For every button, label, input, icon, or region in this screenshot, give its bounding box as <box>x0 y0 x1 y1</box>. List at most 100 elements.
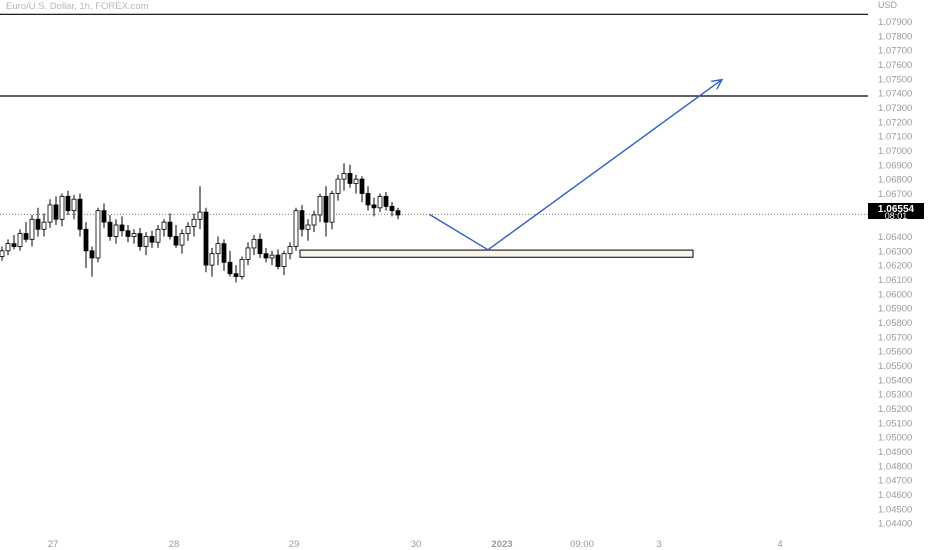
candle-body <box>179 233 185 246</box>
price-tick-label: 1.05500 <box>878 361 912 372</box>
price-tick-label: 1.05800 <box>878 318 912 329</box>
symbol-title[interactable]: Euro/U.S. Dollar, 1h, FOREX.com <box>6 1 149 12</box>
time-tick-label: 2023 <box>491 539 512 550</box>
candle-body <box>191 218 197 227</box>
price-tick-label: 1.07800 <box>878 31 912 42</box>
time-tick-label: 27 <box>48 539 59 550</box>
candles-layer <box>0 163 401 283</box>
candle-body <box>0 250 5 257</box>
candle-body <box>17 233 23 247</box>
candle-body <box>233 273 239 278</box>
candle-body <box>395 210 401 216</box>
price-tick-label: 1.07300 <box>878 103 912 114</box>
candle-body <box>257 238 263 255</box>
price-tick-label: 1.07700 <box>878 46 912 57</box>
price-tick-label: 1.05900 <box>878 304 912 315</box>
level-lines-layer <box>0 13 868 215</box>
candle-body <box>5 243 11 252</box>
price-tick-label: 1.06900 <box>878 160 912 171</box>
candle-body <box>329 193 335 223</box>
candle-body <box>353 178 359 184</box>
price-tick-label: 1.07000 <box>878 146 912 157</box>
price-tick-label: 1.04900 <box>878 447 912 458</box>
time-tick-label: 29 <box>289 539 300 550</box>
candle-body <box>143 236 149 247</box>
candle-body <box>311 214 317 226</box>
candle-body <box>149 236 155 243</box>
demand-zone-rect <box>299 249 694 258</box>
candle-body <box>95 210 101 259</box>
candle-body <box>77 198 83 230</box>
candle-body <box>263 253 269 259</box>
last-price-value: 1.06554 <box>878 204 915 215</box>
price-tick-label: 1.04700 <box>878 476 912 487</box>
candle-body <box>89 250 95 259</box>
candle-body <box>197 211 203 220</box>
price-tick-label: 1.06000 <box>878 289 912 300</box>
candle-body <box>113 224 119 237</box>
price-axis-unit: USD <box>878 0 898 10</box>
candle-body <box>11 243 17 247</box>
candle-body <box>317 195 323 216</box>
candle-body <box>137 233 143 247</box>
candle-body <box>221 243 227 263</box>
candle-body <box>125 230 131 237</box>
candle-body <box>389 205 395 212</box>
candle-body <box>185 226 191 235</box>
candle-body <box>269 254 275 259</box>
price-tick-label: 1.05200 <box>878 404 912 415</box>
price-tick-label: 1.06800 <box>878 175 912 186</box>
candle-body <box>335 178 341 194</box>
time-tick-label: 30 <box>411 539 422 550</box>
candle-body <box>29 218 35 240</box>
time-tick-label: 4 <box>777 539 782 550</box>
candle-body <box>347 172 353 184</box>
candle-body <box>365 193 371 206</box>
time-axis[interactable]: 27 28 29 30 2023 09:00 3 4 <box>48 539 783 550</box>
candle-body <box>251 238 257 249</box>
candle-body <box>59 195 65 220</box>
projection-arrowhead <box>711 78 724 90</box>
candle-body <box>173 236 179 246</box>
price-tick-label: 1.06700 <box>878 189 912 200</box>
price-tick-label: 1.04400 <box>878 519 912 530</box>
candle-body <box>131 233 137 237</box>
candle-body <box>281 253 287 267</box>
candle-body <box>239 258 245 277</box>
candle-body <box>245 247 251 260</box>
candle-body <box>53 204 59 220</box>
price-tick-label: 1.04500 <box>878 504 912 515</box>
price-axis[interactable]: USD 1.07900 1.07800 1.07700 1.07600 1.07500 1… <box>878 0 912 530</box>
candle-body <box>209 253 215 266</box>
price-tick-label: 1.05100 <box>878 418 912 429</box>
candle-body <box>35 218 41 230</box>
candle-body <box>377 195 383 209</box>
price-tick-label: 1.05000 <box>878 433 912 444</box>
price-tick-label: 1.06100 <box>878 275 912 286</box>
time-tick-label: 3 <box>656 539 661 550</box>
candle-body <box>293 210 299 247</box>
candle-body <box>41 221 47 230</box>
price-tick-label: 1.05300 <box>878 390 912 401</box>
price-tick-label: 1.07500 <box>878 74 912 85</box>
candle-body <box>323 195 329 223</box>
price-tick-label: 1.07900 <box>878 17 912 28</box>
price-tick-label: 1.04800 <box>878 461 912 472</box>
price-tick-label: 1.07100 <box>878 132 912 143</box>
candle-body <box>275 254 281 267</box>
candle-body <box>227 261 233 275</box>
price-tick-label: 1.05600 <box>878 347 912 358</box>
projection-path <box>428 78 723 251</box>
candle-body <box>71 198 77 212</box>
candle-body <box>167 221 173 237</box>
candle-body <box>305 224 311 230</box>
candle-body <box>287 246 293 255</box>
candle-body <box>215 243 221 255</box>
price-tick-label: 1.07200 <box>878 117 912 128</box>
price-tick-label: 1.05400 <box>878 375 912 386</box>
candle-body <box>65 195 71 212</box>
price-tick-label: 1.05700 <box>878 332 912 343</box>
candle-body <box>155 228 161 243</box>
time-tick-label: 09:00 <box>570 539 594 550</box>
